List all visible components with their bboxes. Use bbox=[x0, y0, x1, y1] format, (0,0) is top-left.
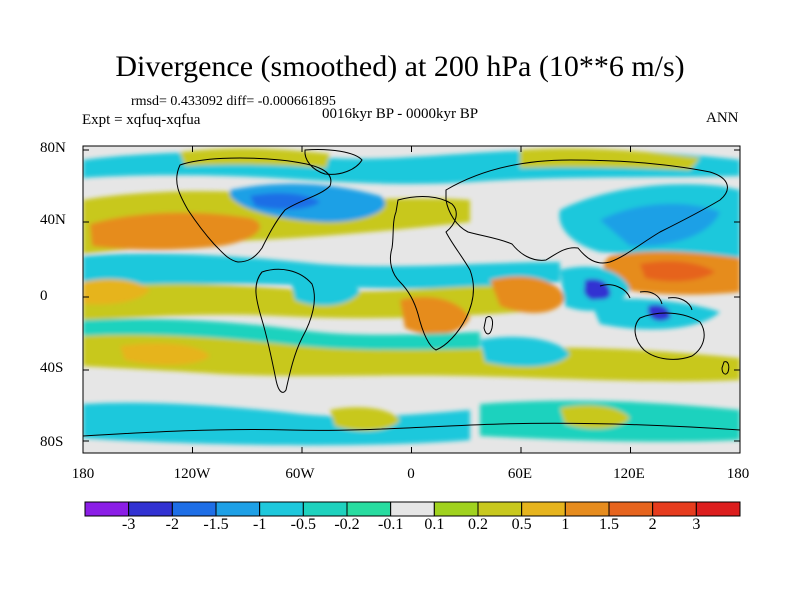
colorbar-swatch bbox=[171, 501, 217, 517]
colorbar-swatch bbox=[346, 501, 392, 517]
colorbar-swatch bbox=[564, 501, 610, 517]
season-label: ANN bbox=[706, 110, 739, 126]
colorbar-tick-label: 0.1 bbox=[424, 516, 445, 533]
colorbar-swatch bbox=[390, 501, 435, 517]
colorbar-swatch bbox=[259, 501, 304, 517]
colorbar-tick-label: 2 bbox=[648, 516, 657, 533]
colorbar-tick-label: -1 bbox=[252, 516, 267, 533]
colorbar-swatch bbox=[521, 501, 566, 517]
colorbar-tick-label: 1.5 bbox=[599, 516, 619, 533]
rmsd-diff-stats: rmsd= 0.433092 diff= -0.000661895 bbox=[131, 94, 336, 109]
plot-title: Divergence (smoothed) at 200 hPa (10**6 … bbox=[115, 50, 685, 83]
experiment-label: Expt = xqfuq-xqfua bbox=[82, 112, 201, 128]
lon-tick-label: 180 bbox=[71, 466, 95, 482]
colorbar-tick-label: -1.5 bbox=[203, 516, 229, 533]
lat-tick-label: 80N bbox=[40, 140, 66, 156]
lon-tick-label: 60E bbox=[507, 466, 533, 482]
colorbar-swatch bbox=[128, 501, 173, 517]
colorbar-swatch bbox=[302, 501, 348, 517]
lat-tick-label: 40S bbox=[40, 360, 64, 376]
colorbar-tick-label: 0.5 bbox=[511, 516, 532, 533]
colorbar-tick-label: 0.2 bbox=[468, 516, 488, 533]
lat-tick-label: 40N bbox=[40, 212, 66, 228]
lon-tick-label: 60W bbox=[285, 466, 315, 482]
divergence-field bbox=[83, 148, 740, 446]
colorbar-tick-label: -3 bbox=[121, 516, 136, 533]
colorbar-tick-label: -0.1 bbox=[377, 516, 404, 533]
time-period-label: 0016kyr BP - 0000kyr BP bbox=[322, 106, 479, 122]
colorbar-swatch bbox=[477, 501, 523, 517]
lat-tick-label: 80S bbox=[40, 434, 64, 450]
lon-tick-label: 120W bbox=[173, 466, 211, 482]
colorbar-swatch bbox=[215, 501, 261, 517]
colorbar-tick-label: 3 bbox=[692, 516, 701, 533]
colorbar-tick-label: -2 bbox=[165, 516, 179, 533]
colorbar-tick-label: -0.2 bbox=[334, 516, 360, 533]
lon-tick-label: 180 bbox=[726, 466, 750, 482]
colorbar bbox=[84, 501, 741, 517]
coastlines bbox=[83, 149, 740, 437]
lon-tick-label: 0 bbox=[407, 466, 415, 482]
colorbar-swatch bbox=[433, 501, 479, 517]
axis-ticks bbox=[82, 146, 741, 453]
colorbar-swatch bbox=[695, 501, 741, 517]
lat-tick-label: 0 bbox=[40, 288, 48, 304]
colorbar-swatch bbox=[84, 501, 130, 517]
colorbar-tick-label: -0.5 bbox=[290, 516, 316, 533]
colorbar-tick-label: 1 bbox=[561, 516, 570, 533]
colorbar-swatch bbox=[608, 501, 654, 517]
map-area bbox=[83, 146, 740, 453]
lon-tick-label: 120E bbox=[613, 466, 645, 482]
colorbar-swatch bbox=[652, 501, 697, 517]
